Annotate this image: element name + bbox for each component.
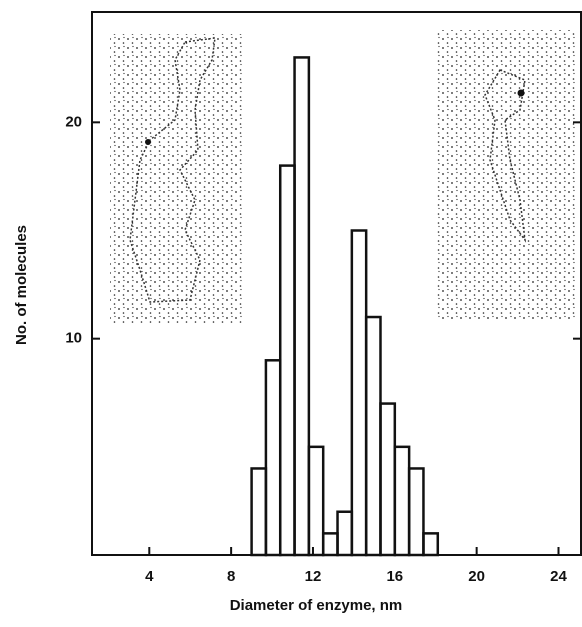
x-tick-label: 12 [305, 568, 322, 585]
x-tick-label: 20 [468, 568, 485, 585]
inset-micrograph-right [436, 30, 576, 320]
histogram-bar [422, 532, 440, 557]
histogram-bar [293, 56, 311, 557]
histogram-bar [350, 229, 368, 557]
y-tick-label: 20 [65, 113, 82, 130]
histogram-bar [278, 164, 296, 557]
inset-micrograph-left [110, 34, 242, 324]
x-axis-label: Diameter of enzyme, nm [230, 597, 403, 614]
histogram-bar [407, 467, 425, 557]
x-tick-label: 24 [550, 568, 567, 585]
x-tick-label: 4 [145, 568, 154, 585]
histogram-bar [250, 467, 268, 557]
histogram-bar [307, 445, 325, 557]
histogram-bar [393, 445, 411, 557]
y-axis-label: No. of molecules [13, 225, 30, 345]
histogram-bar [336, 510, 354, 557]
histogram-bar [379, 402, 397, 557]
x-tick-label: 16 [386, 568, 403, 585]
y-tick-label: 10 [65, 330, 82, 347]
histogram-bar [321, 532, 339, 557]
histogram-bar [364, 315, 382, 557]
histogram-bar [264, 359, 282, 557]
x-tick-label: 8 [227, 568, 235, 585]
